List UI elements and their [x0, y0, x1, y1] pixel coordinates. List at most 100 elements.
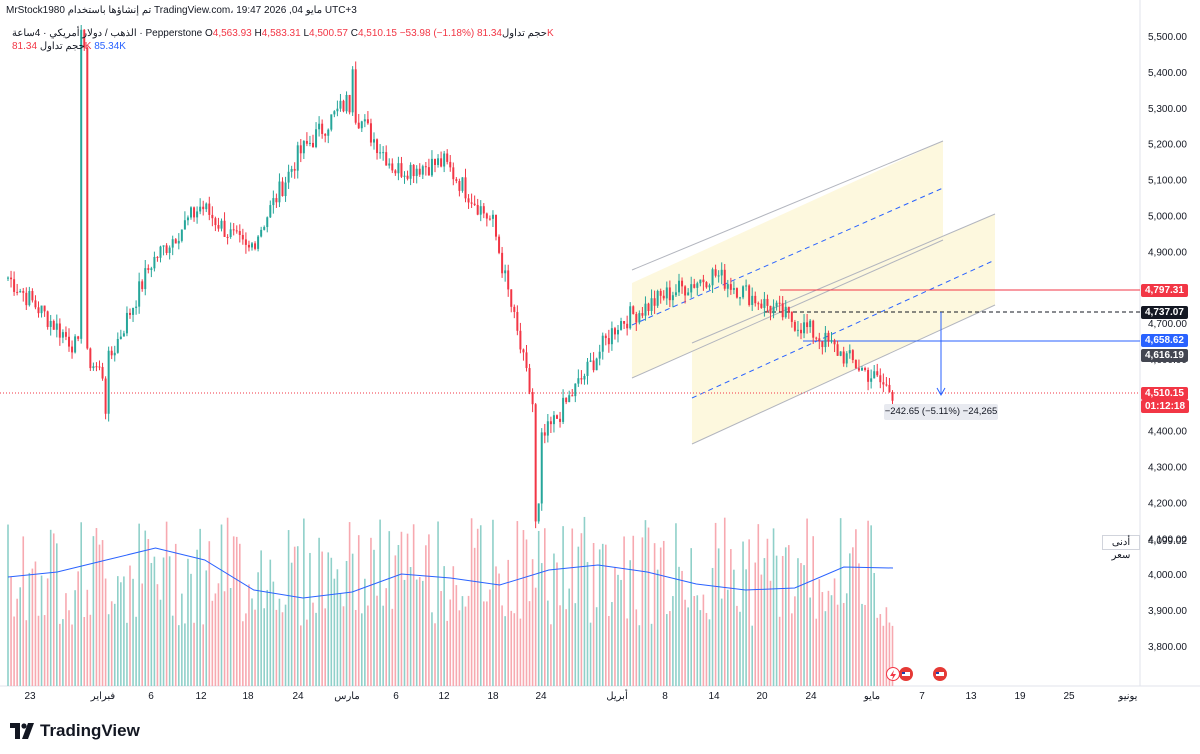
- volume-bar: [446, 620, 448, 686]
- volume-bar: [28, 572, 31, 686]
- volume-bar: [373, 549, 375, 686]
- candle-body: [315, 129, 318, 148]
- volume-bar: [580, 533, 583, 686]
- candle-body: [647, 303, 650, 311]
- candle-body: [214, 218, 217, 226]
- channel-line: [631, 239, 944, 379]
- candle-body: [638, 313, 641, 323]
- volume-bar: [425, 545, 427, 686]
- candle-body: [498, 236, 501, 253]
- volume-bar: [211, 600, 214, 686]
- volume-bar: [101, 540, 104, 686]
- candle-body: [434, 158, 436, 165]
- volume-bar: [422, 580, 424, 686]
- candle-body: [244, 239, 247, 245]
- candle-body: [421, 166, 424, 175]
- volume-bar: [849, 553, 851, 686]
- candle-body: [86, 47, 89, 349]
- candle-body: [122, 333, 125, 337]
- ohlc-legend[interactable]: الذهب / دولار أمريكي · 4ساعة · Peppersto…: [12, 28, 554, 39]
- parallel-channel[interactable]: [631, 140, 996, 445]
- volume-bar: [34, 561, 37, 686]
- candle-body: [580, 378, 583, 380]
- volume-bar: [174, 543, 177, 686]
- volume-bar: [135, 616, 137, 686]
- volume-bar: [510, 610, 513, 686]
- candle-body: [681, 280, 684, 287]
- volume-bar: [690, 548, 692, 686]
- candle-body: [415, 168, 418, 177]
- time-tick-label: 13: [965, 691, 977, 702]
- volume-bar: [708, 619, 711, 686]
- volume-bar: [504, 616, 506, 686]
- candle-body: [260, 229, 263, 237]
- candle-body: [382, 152, 385, 154]
- volume-bar: [876, 617, 879, 686]
- volume-bar: [193, 622, 195, 686]
- volume-bar: [156, 584, 159, 686]
- candle-body: [440, 158, 443, 167]
- candle-body: [49, 320, 52, 327]
- candle-body: [193, 207, 196, 218]
- candle-body: [617, 329, 619, 335]
- volume-bar: [409, 567, 412, 686]
- volume-bar: [22, 536, 25, 686]
- news-event-icon[interactable]: [899, 667, 913, 681]
- volume-bar: [13, 616, 15, 686]
- candle-body: [19, 291, 22, 293]
- volume-bar: [43, 615, 46, 686]
- candle-body: [376, 139, 379, 154]
- candle-body: [385, 152, 388, 166]
- candle-body: [885, 384, 888, 386]
- volume-bar: [71, 624, 73, 686]
- price-tick-label: 5,100.00: [1148, 176, 1187, 187]
- tradingview-logo[interactable]: TradingView: [10, 720, 140, 742]
- volume-bar: [287, 530, 290, 686]
- volume-bar: [351, 553, 354, 686]
- candle-body: [366, 119, 369, 124]
- candle-body: [217, 225, 220, 229]
- candle-body: [55, 323, 58, 330]
- price-tick-label: 4,000.00: [1148, 570, 1187, 581]
- candle-body: [293, 168, 296, 171]
- volume-bar: [56, 543, 58, 686]
- volume-bar: [836, 604, 839, 686]
- price-tick-label: 5,400.00: [1148, 68, 1187, 79]
- candle-body: [620, 321, 623, 330]
- flag-event-icon[interactable]: [933, 667, 947, 681]
- volume-bar: [781, 555, 784, 686]
- candle-body: [601, 335, 604, 352]
- candle-body: [208, 203, 211, 215]
- candle-body: [674, 292, 677, 296]
- candle-body: [461, 177, 464, 191]
- candle-body: [833, 340, 836, 345]
- candle-body: [52, 320, 55, 330]
- volume-legend[interactable]: حجم تداول 81.34K 85.34K: [12, 41, 126, 52]
- volume-bar: [132, 578, 134, 686]
- candle-body: [141, 281, 144, 290]
- candle-body: [684, 286, 687, 296]
- volume-bar: [98, 544, 101, 686]
- volume-bar: [40, 575, 43, 686]
- volume-bar: [306, 619, 308, 686]
- volume-bar: [672, 596, 674, 686]
- volume-bar: [583, 516, 586, 686]
- volume-bar: [574, 603, 577, 686]
- volume-bar: [605, 544, 607, 686]
- lowest-price-value: 4,099.02: [1148, 536, 1187, 547]
- time-axis[interactable]: 23 فبراير 6 12 18 24 مارس 6 12 18 24 أبريل 8 14 20 24 ما…: [24, 689, 1137, 702]
- candle-body: [501, 252, 504, 274]
- candle-body: [61, 332, 64, 338]
- volume-bar: [714, 522, 717, 686]
- instrument-label[interactable]: الذهب / دولار أمريكي · 4ساعة · Peppersto…: [12, 28, 203, 39]
- volume-bar: [406, 533, 409, 686]
- lightning-event-icon[interactable]: [886, 667, 900, 681]
- candle-body: [171, 239, 174, 248]
- candle-body: [830, 340, 833, 342]
- candle-body: [296, 145, 299, 171]
- candle-body: [159, 246, 162, 258]
- candle-body: [693, 284, 696, 288]
- candle-body: [818, 338, 821, 342]
- volume-bar: [617, 574, 619, 686]
